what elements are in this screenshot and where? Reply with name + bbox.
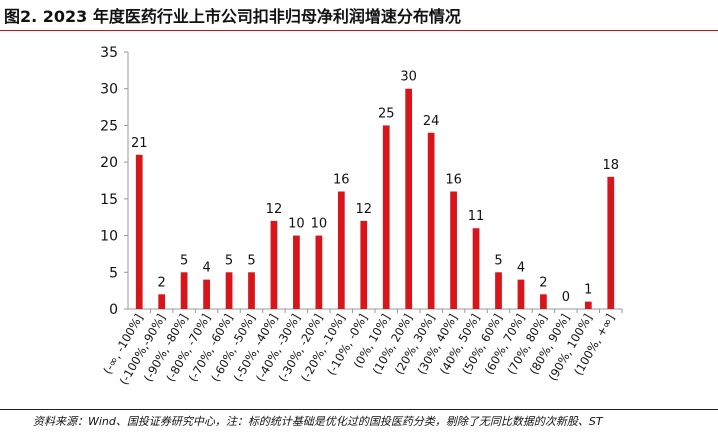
bar (315, 235, 323, 309)
bar (180, 272, 188, 309)
y-tick-label: 30 (100, 82, 118, 98)
data-label: 12 (266, 202, 283, 217)
bar (405, 88, 413, 309)
bar (540, 294, 547, 309)
bar (158, 294, 166, 309)
bar (450, 191, 457, 309)
data-label: 4 (202, 261, 210, 276)
source-note: 资料来源：Wind、国投证券研究中心，注：标的统计基础是优化过的国投医药分类，剔… (33, 415, 603, 428)
bar (517, 279, 525, 309)
data-label: 5 (247, 253, 255, 268)
data-label: 30 (400, 70, 417, 85)
data-label: 4 (517, 261, 525, 276)
data-label: 16 (445, 173, 462, 188)
data-label: 25 (378, 106, 395, 121)
data-label: 18 (602, 158, 619, 173)
data-label: 5 (494, 253, 502, 268)
bar (225, 272, 233, 309)
bar (607, 176, 615, 309)
title-divider (0, 30, 718, 31)
y-tick-label: 15 (100, 192, 118, 208)
bar (427, 132, 435, 309)
data-label: 24 (423, 114, 440, 129)
y-tick-label: 35 (100, 45, 118, 61)
data-label: 0 (562, 290, 570, 305)
bar (337, 191, 345, 309)
data-label: 5 (180, 253, 188, 268)
source-divider (0, 409, 718, 410)
bar (135, 154, 143, 309)
y-tick-label: 25 (100, 118, 118, 134)
data-label: 2 (539, 275, 547, 290)
data-label: 12 (355, 202, 372, 217)
bar (360, 220, 368, 309)
bar (382, 125, 390, 309)
bar (495, 272, 502, 309)
bar (293, 235, 300, 309)
data-label: 21 (131, 136, 148, 151)
chart-title: 图2. 2023 年度医药行业上市公司扣非归母净利润增速分布情况 (4, 7, 461, 26)
y-tick-label: 10 (100, 229, 118, 245)
data-label: 1 (584, 283, 592, 298)
data-label: 11 (468, 209, 485, 224)
y-tick-label: 5 (109, 265, 118, 281)
data-label: 10 (288, 217, 305, 232)
data-label: 10 (311, 217, 328, 232)
y-tick-label: 0 (109, 302, 118, 318)
data-label: 2 (158, 275, 166, 290)
x-tick-labels: (-∞, -100%](-100%,-90%](-90%, -80%](-80%… (100, 311, 617, 387)
bar (248, 272, 255, 309)
data-label: 16 (333, 173, 350, 188)
bar (472, 228, 480, 309)
x-axis (128, 308, 623, 313)
y-axis: 0 5 10 15 20 25 30 35 (100, 45, 129, 318)
bar-series (135, 88, 615, 309)
bar (584, 301, 592, 309)
bar (203, 279, 210, 309)
y-tick-label: 20 (100, 155, 118, 171)
bar (270, 220, 278, 309)
data-label: 5 (225, 253, 233, 268)
